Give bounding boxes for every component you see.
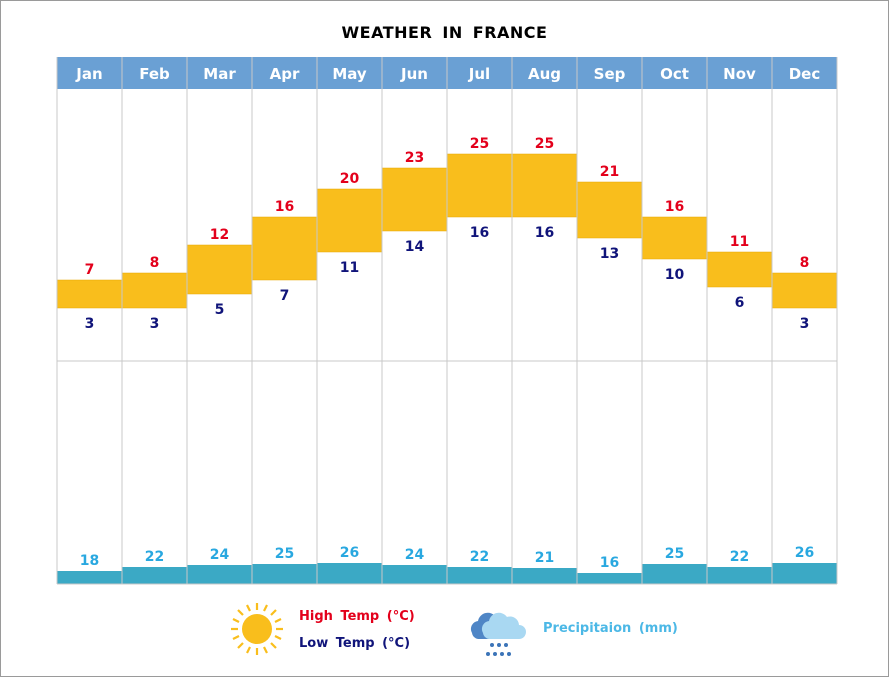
high-temp-label: 8: [150, 255, 160, 271]
precip-label: 25: [275, 546, 294, 562]
temp-range-bar: [56, 279, 123, 309]
precip-label: 26: [795, 545, 814, 561]
month-label: Nov: [723, 65, 756, 83]
month-label: Apr: [270, 65, 300, 83]
low-temp-label: 6: [735, 295, 745, 311]
temp-range-bar: [706, 251, 773, 288]
temp-range-bar: [186, 244, 253, 295]
precip-bar: [447, 567, 512, 584]
precip-label: 25: [665, 546, 684, 562]
legend-precipitation: Precipitaion (mm): [543, 621, 678, 636]
rain-cloud-icon: [470, 612, 526, 656]
low-temp-label: 11: [340, 260, 359, 276]
temp-range-bar: [511, 153, 578, 218]
month-label: Jul: [468, 65, 490, 83]
temp-range-bar: [381, 167, 448, 232]
precip-bar: [187, 565, 252, 584]
precip-bar: [252, 564, 317, 584]
temp-range-bar: [446, 153, 513, 218]
high-temp-label: 16: [275, 199, 294, 215]
chart-title: WEATHER IN FRANCE: [341, 23, 548, 42]
month-label: Jan: [75, 65, 102, 83]
month-label: Jun: [400, 65, 428, 83]
legend-high-temp: High Temp (°C): [299, 609, 415, 624]
high-temp-label: 8: [800, 255, 810, 271]
precip-label: 16: [600, 555, 619, 571]
high-temp-label: 25: [535, 136, 554, 152]
temp-range-bar: [251, 216, 318, 281]
precip-bar: [57, 571, 122, 584]
high-temp-label: 11: [730, 234, 749, 250]
precip-bar: [772, 563, 837, 584]
precip-bar: [577, 573, 642, 584]
precip-label: 22: [145, 549, 164, 565]
temp-range-bar: [641, 216, 708, 260]
precip-bar: [122, 567, 187, 584]
precip-label: 24: [405, 547, 425, 563]
high-temp-label: 12: [210, 227, 229, 243]
precip-label: 22: [470, 549, 489, 565]
precip-label: 24: [210, 547, 230, 563]
low-temp-label: 13: [600, 246, 619, 262]
high-temp-label: 7: [85, 262, 95, 278]
low-temp-label: 5: [215, 302, 225, 318]
low-temp-label: 16: [535, 225, 554, 241]
precip-bar: [317, 563, 382, 584]
low-temp-label: 7: [280, 288, 290, 304]
month-label: Dec: [789, 65, 821, 83]
month-label: Feb: [139, 65, 170, 83]
precip-label: 18: [80, 553, 99, 569]
low-temp-label: 14: [405, 239, 425, 255]
month-label: Oct: [660, 65, 689, 83]
month-label: May: [332, 65, 367, 83]
precip-label: 26: [340, 545, 359, 561]
high-temp-label: 23: [405, 150, 424, 166]
precip-label: 22: [730, 549, 749, 565]
precip-bar: [707, 567, 772, 584]
precip-bar: [512, 568, 577, 584]
temp-range-bar: [316, 188, 383, 253]
temp-range-bar: [771, 272, 838, 309]
low-temp-label: 16: [470, 225, 489, 241]
legend-low-temp: Low Temp (°C): [299, 636, 411, 651]
high-temp-label: 20: [340, 171, 360, 187]
low-temp-label: 3: [150, 316, 160, 332]
high-temp-label: 21: [600, 164, 619, 180]
low-temp-label: 3: [85, 316, 95, 332]
precip-label: 21: [535, 550, 554, 566]
temp-range-bar: [121, 272, 188, 309]
low-temp-label: 3: [800, 316, 810, 332]
high-temp-label: 16: [665, 199, 684, 215]
sun-icon: [231, 603, 283, 655]
temp-range-bar: [576, 181, 643, 239]
low-temp-label: 10: [665, 267, 685, 283]
high-temp-label: 25: [470, 136, 489, 152]
month-label: Mar: [203, 65, 236, 83]
precip-bar: [642, 564, 707, 584]
month-label: Sep: [594, 65, 626, 83]
month-label: Aug: [528, 65, 561, 83]
precip-bar: [382, 565, 447, 584]
